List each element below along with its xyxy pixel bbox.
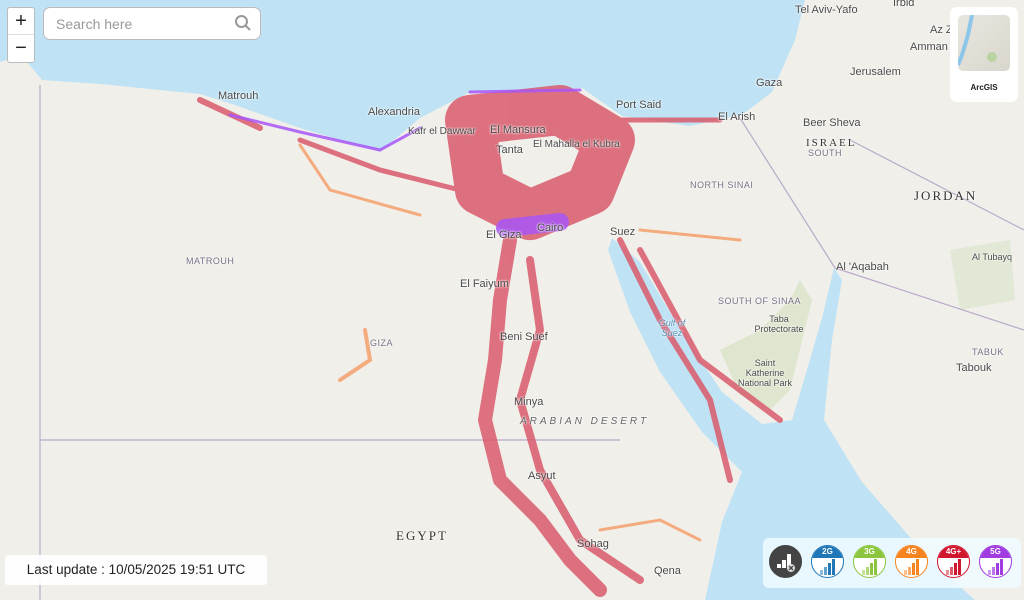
map-label-gaza: Gaza bbox=[756, 77, 783, 89]
map-label-taba: Taba Protectorate bbox=[754, 314, 804, 334]
all-technologies-toggle[interactable] bbox=[769, 545, 802, 578]
tubayq-reserve bbox=[950, 240, 1015, 310]
map-label-suez: Suez bbox=[610, 226, 636, 238]
search-input[interactable] bbox=[54, 15, 228, 33]
coverage-4g bbox=[298, 143, 742, 542]
tech-toggle-2g[interactable]: 2G bbox=[811, 545, 844, 578]
signal-off-icon bbox=[777, 554, 795, 572]
map-label-el-giza: El Giza bbox=[486, 229, 522, 241]
map-label-tabuk-gov: TABUK bbox=[972, 347, 1004, 357]
map-label-qena: Qena bbox=[654, 565, 681, 577]
signal-bars-icon bbox=[946, 559, 961, 575]
basemap-switcher[interactable]: ArcGIS bbox=[950, 7, 1018, 102]
map-label-matrouh-gov: MATROUH bbox=[186, 256, 235, 266]
map-label-jordan: JORDAN bbox=[914, 188, 978, 203]
zoom-control: + − bbox=[7, 7, 35, 63]
signal-bars-icon bbox=[904, 559, 919, 575]
technology-filter: 2G 3G 4G 4G+ 5G bbox=[763, 538, 1021, 588]
tech-label-4g-plus: 4G+ bbox=[938, 546, 969, 558]
map-label-south-sinaa: SOUTH OF SINAA bbox=[718, 296, 802, 306]
map-label-minya: Minya bbox=[514, 396, 544, 408]
signal-bars-icon bbox=[820, 559, 835, 575]
map-label-el-mahalla: El Mahalla el Kubra bbox=[533, 139, 620, 150]
tech-toggle-4g[interactable]: 4G bbox=[895, 545, 928, 578]
map-label-cairo: Cairo bbox=[537, 222, 564, 234]
map-label-gulf-of-suez: Gulf of Suez bbox=[658, 318, 686, 338]
sinai-park bbox=[720, 280, 812, 410]
map-label-beer-sheva: Beer Sheva bbox=[803, 117, 861, 129]
map-label-tanta: Tanta bbox=[496, 144, 523, 156]
map-label-matrouh-city: Matrouh bbox=[218, 90, 259, 102]
map-label-south: SOUTH bbox=[808, 148, 842, 158]
basemap-label: ArcGIS bbox=[970, 83, 998, 92]
map-label-sohag: Sohag bbox=[577, 538, 609, 550]
tech-label-3g: 3G bbox=[854, 546, 885, 558]
tech-label-4g: 4G bbox=[896, 546, 927, 558]
map-label-aqabah: Al 'Aqabah bbox=[836, 261, 889, 273]
map-label-tel-aviv: Tel Aviv-Yafo bbox=[795, 4, 858, 16]
map-label-port-said: Port Said bbox=[616, 99, 662, 111]
search-box bbox=[43, 7, 261, 40]
map-label-north-sinai: NORTH SINAI bbox=[690, 180, 754, 190]
signal-bars-icon bbox=[988, 559, 1003, 575]
search-icon[interactable] bbox=[234, 14, 252, 37]
map-label-israel: ISRAEL bbox=[806, 137, 857, 149]
map-label-tubayq: Al Tubayq bbox=[972, 252, 1013, 262]
map-label-kafr-dawwar: Kafr el Dawwar bbox=[408, 126, 476, 137]
map-label-el-faiyum: El Faiyum bbox=[460, 278, 509, 290]
map-label-tabouk: Tabouk bbox=[956, 362, 992, 374]
last-update-status: Last update : 10/05/2025 19:51 UTC bbox=[5, 555, 267, 585]
map-label-alexandria: Alexandria bbox=[368, 106, 420, 118]
basemap-thumbnail bbox=[958, 15, 1010, 71]
map-label-amman: Amman bbox=[910, 41, 948, 53]
map-label-irbid: Irbid bbox=[893, 0, 915, 9]
map-label-asyut: Asyut bbox=[528, 470, 556, 482]
map-label-giza-gov: GIZA bbox=[370, 338, 394, 348]
coverage-5g bbox=[228, 88, 582, 237]
tech-toggle-4g-plus[interactable]: 4G+ bbox=[937, 545, 970, 578]
map-label-el-arish: El Arish bbox=[718, 111, 756, 123]
map-label-egypt: EGYPT bbox=[396, 528, 448, 543]
map-label-jerusalem: Jerusalem bbox=[850, 66, 901, 78]
red-sea bbox=[608, 238, 975, 600]
tech-toggle-5g[interactable]: 5G bbox=[979, 545, 1012, 578]
map-label-el-mansura: El Mansura bbox=[490, 124, 546, 136]
map-label-arabian-desert: ARABIAN DESERT bbox=[520, 416, 650, 427]
signal-bars-icon bbox=[862, 559, 877, 575]
map-label-beni-suef: Beni Suef bbox=[500, 331, 548, 343]
coverage-4g-plus bbox=[197, 85, 783, 597]
tech-label-5g: 5G bbox=[980, 546, 1011, 558]
zoom-in-button[interactable]: + bbox=[8, 8, 34, 35]
tech-toggle-3g[interactable]: 3G bbox=[853, 545, 886, 578]
map-label-st-katherine: Saint Katherine National Park bbox=[737, 358, 793, 388]
zoom-out-button[interactable]: − bbox=[15, 37, 27, 59]
tech-label-2g: 2G bbox=[812, 546, 843, 558]
borders bbox=[39, 85, 1024, 600]
